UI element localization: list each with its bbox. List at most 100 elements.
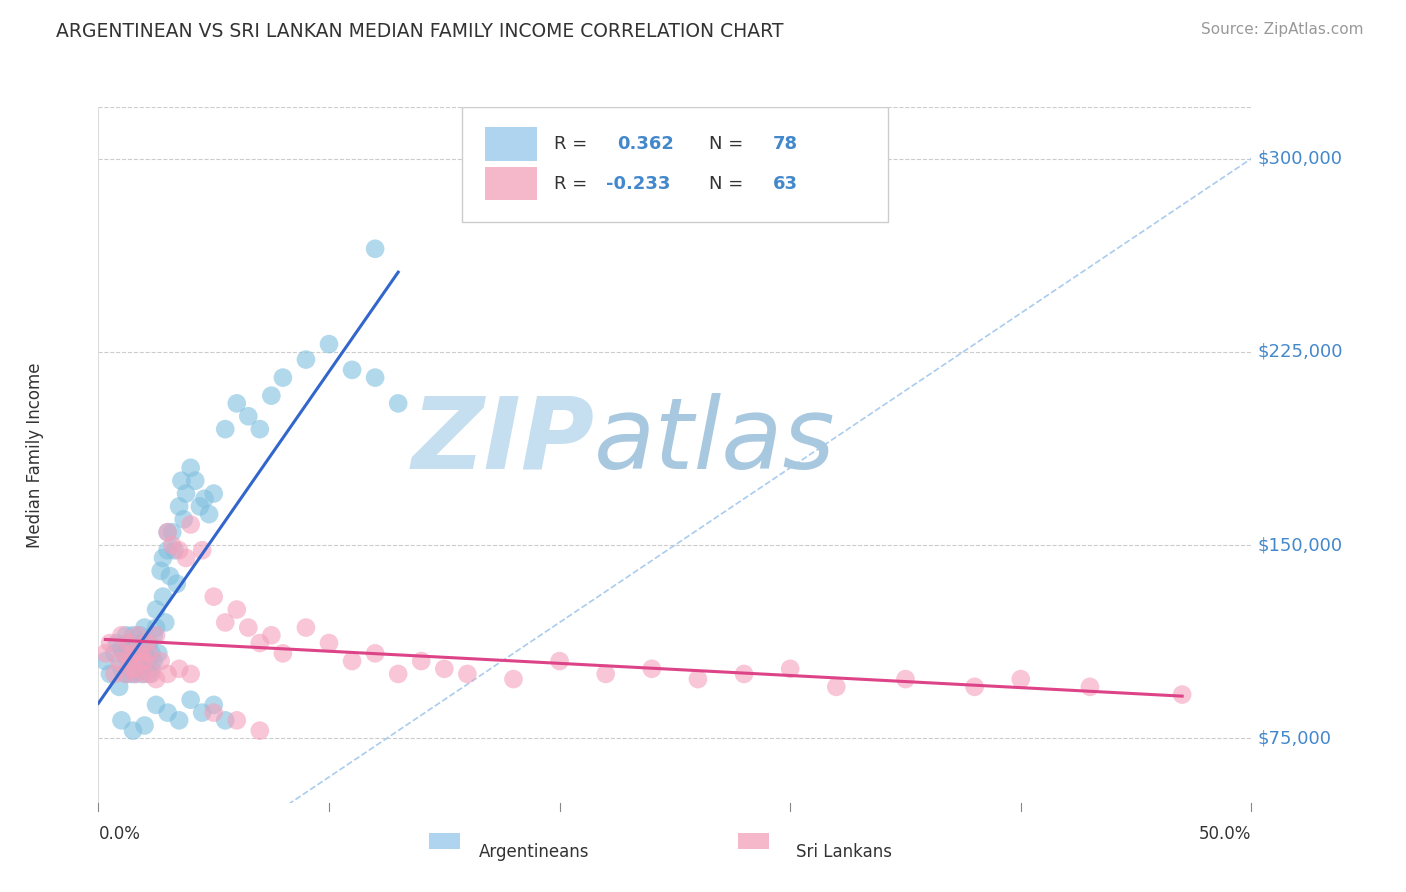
Point — [148, 646, 170, 660]
Point — [124, 667, 146, 681]
Point — [134, 667, 156, 681]
Point — [641, 662, 664, 676]
Point — [145, 602, 167, 616]
Point — [191, 706, 214, 720]
Point — [120, 654, 142, 668]
Point — [131, 636, 153, 650]
Point — [152, 551, 174, 566]
Point — [238, 621, 260, 635]
Point — [295, 352, 318, 367]
Point — [214, 714, 236, 728]
Point — [145, 698, 167, 712]
Bar — [738, 833, 769, 849]
Text: Source: ZipAtlas.com: Source: ZipAtlas.com — [1201, 22, 1364, 37]
Point — [117, 636, 139, 650]
Text: $150,000: $150,000 — [1257, 536, 1343, 554]
Point — [138, 636, 160, 650]
Point — [129, 654, 152, 668]
Point — [686, 672, 709, 686]
Text: atlas: atlas — [595, 392, 835, 490]
Point — [411, 654, 433, 668]
Point — [163, 543, 186, 558]
Point — [145, 672, 167, 686]
Point — [141, 662, 163, 676]
Point — [193, 491, 215, 506]
Point — [170, 474, 193, 488]
Point — [110, 641, 132, 656]
FancyBboxPatch shape — [461, 107, 889, 222]
Point — [364, 242, 387, 256]
Point — [249, 723, 271, 738]
Point — [105, 636, 128, 650]
Point — [1010, 672, 1032, 686]
Point — [202, 590, 225, 604]
Bar — [429, 833, 460, 849]
Text: $75,000: $75,000 — [1257, 730, 1331, 747]
Point — [138, 646, 160, 660]
Point — [135, 636, 157, 650]
Point — [166, 576, 188, 591]
Point — [141, 646, 163, 660]
Point — [117, 654, 139, 668]
Point — [340, 363, 363, 377]
Point — [180, 667, 202, 681]
Point — [108, 654, 131, 668]
Point — [433, 662, 456, 676]
Point — [249, 422, 271, 436]
Point — [159, 569, 181, 583]
Point — [142, 628, 165, 642]
Point — [364, 370, 387, 384]
Point — [271, 370, 294, 384]
Point — [318, 337, 340, 351]
Point — [142, 654, 165, 668]
Point — [124, 667, 146, 681]
Point — [318, 636, 340, 650]
Point — [160, 525, 183, 540]
Text: R =: R = — [554, 135, 593, 153]
FancyBboxPatch shape — [485, 167, 537, 201]
Point — [134, 621, 156, 635]
Point — [188, 500, 211, 514]
Point — [131, 667, 153, 681]
Point — [198, 507, 221, 521]
Point — [98, 667, 121, 681]
Text: ZIP: ZIP — [411, 392, 595, 490]
Point — [167, 500, 190, 514]
Point — [131, 654, 153, 668]
Point — [174, 551, 197, 566]
Text: Argentineans: Argentineans — [479, 843, 589, 861]
Text: 0.362: 0.362 — [617, 135, 673, 153]
Point — [112, 646, 135, 660]
Point — [103, 667, 125, 681]
Point — [733, 667, 755, 681]
Point — [112, 646, 135, 660]
Text: -0.233: -0.233 — [606, 175, 671, 193]
Point — [1171, 688, 1194, 702]
Point — [145, 628, 167, 642]
Text: $300,000: $300,000 — [1257, 150, 1343, 168]
FancyBboxPatch shape — [485, 128, 537, 161]
Point — [156, 667, 179, 681]
Point — [295, 621, 318, 635]
Text: ARGENTINEAN VS SRI LANKAN MEDIAN FAMILY INCOME CORRELATION CHART: ARGENTINEAN VS SRI LANKAN MEDIAN FAMILY … — [56, 22, 783, 41]
Point — [894, 672, 917, 686]
Point — [98, 636, 121, 650]
Point — [180, 517, 202, 532]
Point — [127, 662, 149, 676]
Point — [115, 667, 138, 681]
Point — [174, 486, 197, 500]
Point — [127, 628, 149, 642]
Point — [184, 474, 207, 488]
Point — [120, 667, 142, 681]
Point — [825, 680, 848, 694]
Point — [134, 718, 156, 732]
Point — [225, 714, 247, 728]
Point — [149, 564, 172, 578]
Point — [134, 646, 156, 660]
Point — [117, 636, 139, 650]
Point — [122, 654, 145, 668]
Point — [122, 646, 145, 660]
Point — [110, 628, 132, 642]
Point — [129, 646, 152, 660]
Point — [155, 615, 177, 630]
